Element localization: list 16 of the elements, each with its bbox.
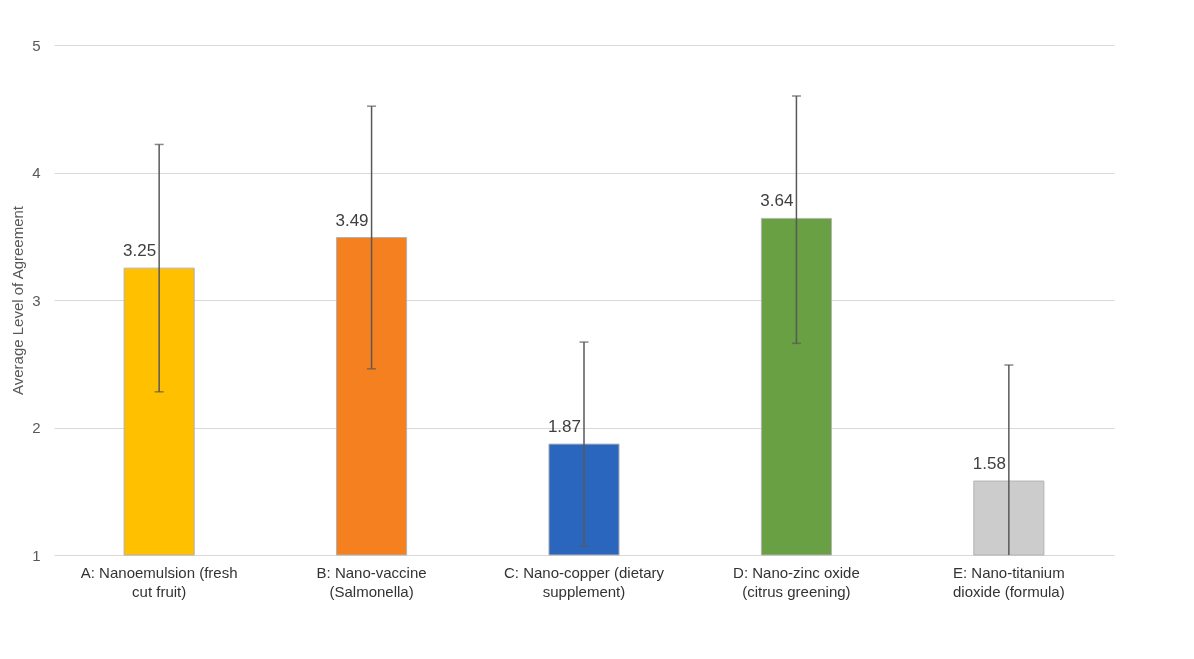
data-label: 3.49 [335,210,369,230]
x-tick-label: B: Nano-vaccine (Salmonella) [316,563,427,600]
y-tick-label: 5 [32,36,41,54]
x-tick-label: C: Nano-copper (dietary supplement) [503,563,665,600]
y-tick-label: 2 [32,419,41,436]
x-tick-label: A: Nanoemulsion (fresh cut fruit) [80,563,238,600]
data-label: 3.25 [123,241,157,261]
x-tick-label: D: Nano-zinc oxide (citrus greening) [733,563,860,600]
x-tick-label: E: Nano-titanium dioxide (formula) [952,563,1065,600]
data-label: 1.58 [972,454,1006,474]
y-tick-label: 3 [32,291,41,309]
data-label: 1.87 [547,417,581,437]
data-label: 3.64 [760,191,794,211]
y-axis-title: Average Level of Agreement [9,205,27,396]
y-tick-label: 4 [32,164,41,181]
y-tick-label: 1 [32,546,41,564]
